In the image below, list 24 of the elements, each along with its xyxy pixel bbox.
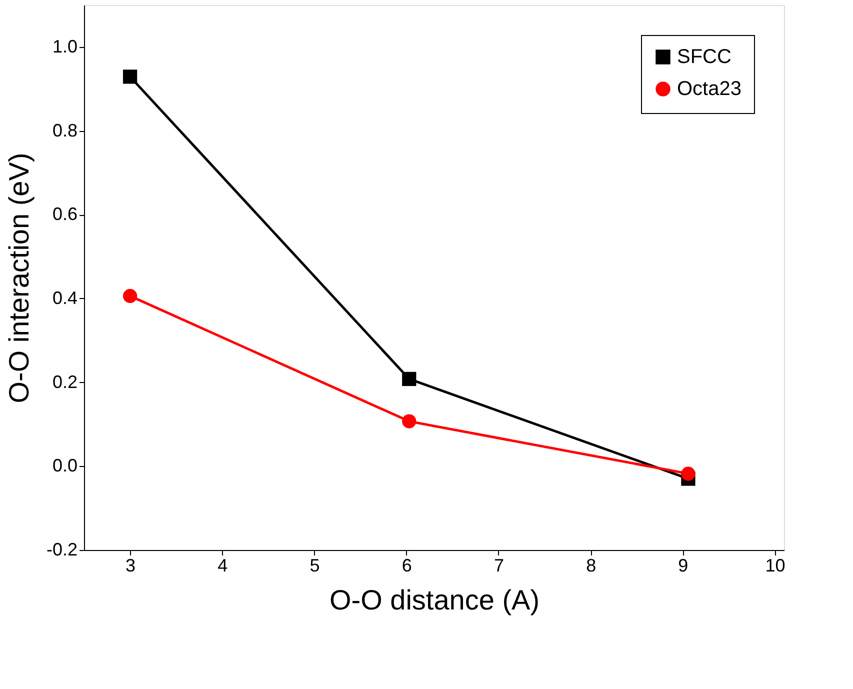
x-tick-label: 7 [494,556,504,576]
x-tick-label: 10 [765,556,786,576]
y-tick-label: 0.2 [52,372,78,392]
point [681,466,696,481]
legend-label: Octa23 [677,78,742,100]
y-axis-title: O-O interaction (eV) [3,152,34,404]
x-tick-label: 9 [678,556,688,576]
y-tick-label: 0.4 [52,288,78,308]
x-tick-label: 5 [310,556,320,576]
y-tick-label: 1.0 [52,36,78,56]
x-tick-label: 4 [218,556,228,576]
x-tick-label: 8 [586,556,596,576]
x-tick-label: 3 [126,556,136,576]
point [402,372,416,386]
y-tick-label: -0.2 [46,540,78,560]
x-axis-title: O-O distance (A) [329,584,540,616]
legend-label: SFCC [677,46,732,68]
point [122,70,138,84]
point [402,414,416,428]
y-tick-label: 0.6 [52,204,78,224]
y-tick-label: 0.8 [52,120,78,140]
x-tick-label: 6 [402,556,412,576]
y-tick-label: 0.0 [52,456,78,476]
point [122,288,138,304]
